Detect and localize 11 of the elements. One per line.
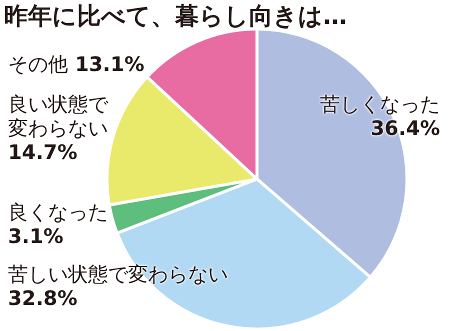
slice-label: 苦しい状態で変わらない <box>8 262 228 286</box>
data-label: 32.8% <box>8 286 78 310</box>
slice-label: その他 <box>8 52 68 76</box>
data-label: 3.1% <box>8 224 64 248</box>
slice-label: 苦しくなった <box>320 92 440 116</box>
data-label: 13.1% <box>74 52 144 76</box>
data-label: 14.7% <box>8 140 78 164</box>
slice-label: 良い状態で変わらない <box>8 92 108 140</box>
data-label: 36.4% <box>370 116 440 140</box>
slice-label: 良くなった <box>8 200 108 224</box>
chart-title: 昨年に比べて、暮らし向きは… <box>4 1 347 32</box>
